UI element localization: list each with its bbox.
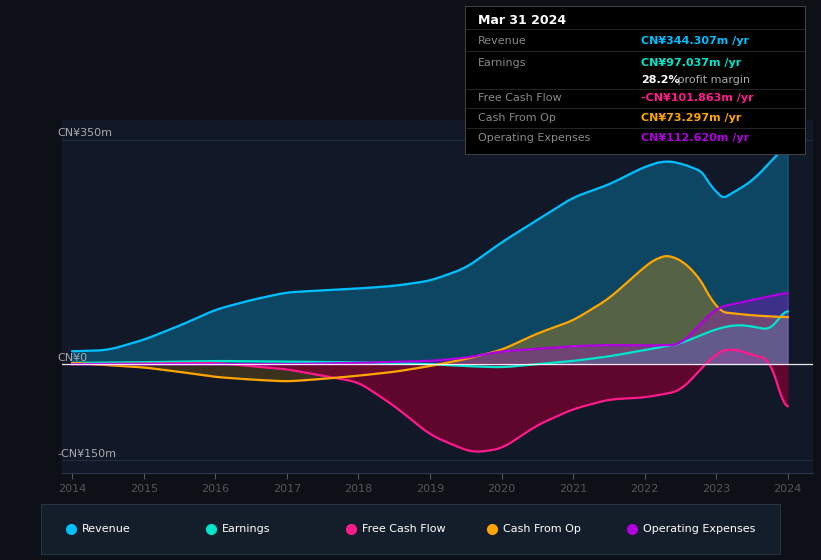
Text: profit margin: profit margin [674,75,750,85]
Text: Free Cash Flow: Free Cash Flow [363,524,446,534]
Text: Operating Expenses: Operating Expenses [644,524,755,534]
Text: Cash From Op: Cash From Op [503,524,580,534]
Text: Mar 31 2024: Mar 31 2024 [479,14,566,27]
Text: -CN¥150m: -CN¥150m [57,449,117,459]
Text: Revenue: Revenue [82,524,131,534]
Text: -CN¥101.863m /yr: -CN¥101.863m /yr [641,94,754,104]
Text: Cash From Op: Cash From Op [479,113,556,123]
Text: CN¥73.297m /yr: CN¥73.297m /yr [641,113,742,123]
Text: CN¥0: CN¥0 [57,353,88,363]
Text: Operating Expenses: Operating Expenses [479,133,590,143]
Text: CN¥344.307m /yr: CN¥344.307m /yr [641,36,750,46]
Text: Earnings: Earnings [479,58,527,68]
Text: CN¥350m: CN¥350m [57,128,112,138]
Text: Revenue: Revenue [479,36,527,46]
Text: CN¥112.620m /yr: CN¥112.620m /yr [641,133,750,143]
Text: Free Cash Flow: Free Cash Flow [479,94,562,104]
Text: Earnings: Earnings [222,524,271,534]
Text: CN¥97.037m /yr: CN¥97.037m /yr [641,58,741,68]
Text: 28.2%: 28.2% [641,75,680,85]
